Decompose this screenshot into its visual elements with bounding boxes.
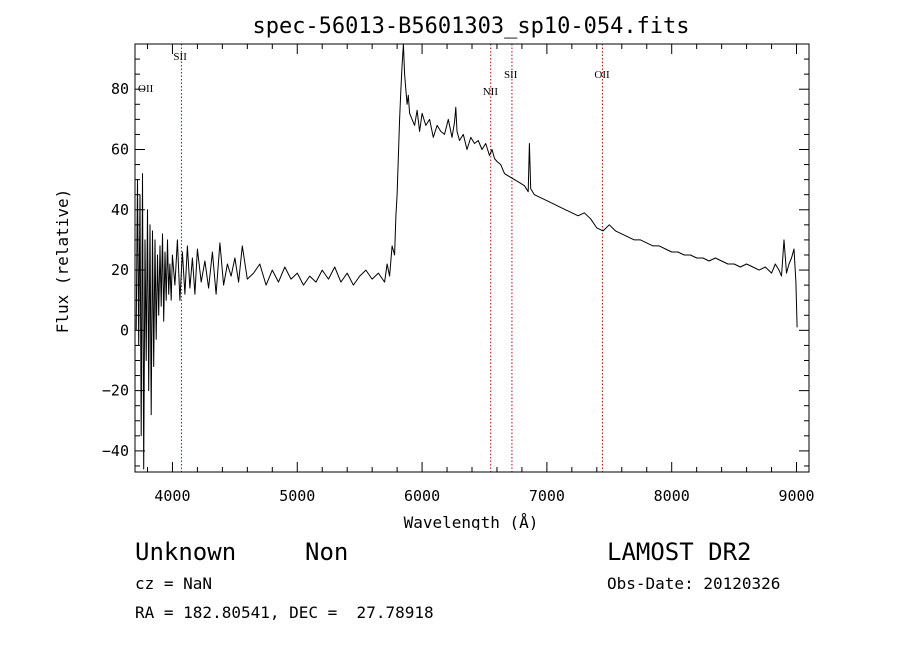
redshift-label: cz = NaN	[135, 574, 213, 593]
object-class-label: Non	[305, 538, 349, 566]
y-axis-label: Flux (relative)	[53, 189, 72, 334]
x-tick-label: 4000	[154, 487, 190, 505]
ra-dec-label: RA = 182.80541, DEC = 27.78918	[135, 603, 434, 622]
axes: 4000 5000 6000 7000 8000 9000 −40 −20 0 20 40 60 80	[102, 44, 815, 505]
reference-line-label: NII	[483, 86, 499, 98]
y-tick-label: −40	[102, 442, 129, 460]
spectrum-line	[135, 43, 798, 470]
plot-frame	[134, 43, 810, 473]
object-type-label: Unknown	[135, 538, 237, 566]
y-tick-label: 80	[111, 80, 129, 98]
chart-title: spec-56013-B5601303_sp10-054.fits	[252, 14, 689, 39]
x-tick-label: 5000	[279, 487, 315, 505]
reference-line-label: SII	[173, 51, 187, 63]
reference-line-label: SII	[504, 69, 518, 81]
reference-line-label: OII	[138, 83, 154, 95]
spectrum-series	[135, 43, 798, 470]
reference-lines: OII SII NII SII OII	[138, 44, 610, 472]
survey-label: LAMOST DR2	[607, 538, 752, 566]
y-tick-label: −20	[102, 382, 129, 400]
x-tick-label: 8000	[654, 487, 690, 505]
y-tick-label: 40	[111, 201, 129, 219]
y-tick-label: 20	[111, 261, 129, 279]
y-tick-label: 60	[111, 140, 129, 158]
x-tick-label: 6000	[404, 487, 440, 505]
x-axis-label: Wavelength (Å)	[404, 513, 539, 530]
x-tick-label: 7000	[529, 487, 565, 505]
spectrum-chart: spec-56013-B5601303_sp10-054.fits Wavele…	[53, 14, 815, 530]
obs-date-label: Obs-Date: 20120326	[607, 574, 781, 593]
x-tick-label: 9000	[778, 487, 814, 505]
reference-line-label: OII	[594, 69, 610, 81]
y-tick-label: 0	[120, 321, 129, 339]
